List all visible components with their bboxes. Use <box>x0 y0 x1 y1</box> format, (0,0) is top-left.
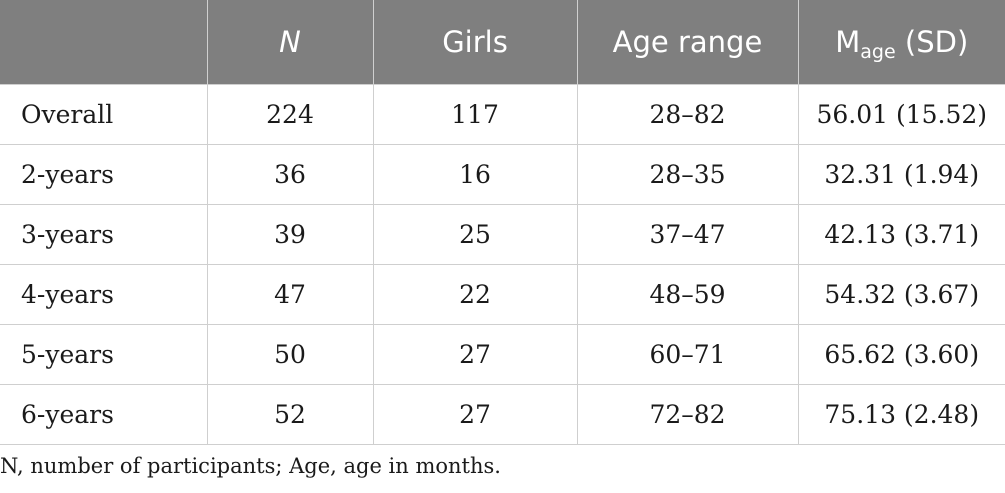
table-row: 4-years 47 22 48–59 54.32 (3.67) <box>0 264 1005 325</box>
cell-girls: 27 <box>372 384 577 445</box>
row-label: 3-years <box>0 204 207 265</box>
row-label: 4-years <box>0 264 207 325</box>
cell-mean-sd: 54.32 (3.67) <box>797 264 1005 325</box>
cell-mean-sd: 75.13 (2.48) <box>797 384 1005 445</box>
cell-age-range: 28–35 <box>576 144 798 205</box>
table-footnote: N, number of participants; Age, age in m… <box>0 454 501 478</box>
table-row: 3-years 39 25 37–47 42.13 (3.71) <box>0 204 1005 265</box>
cell-age-range: 60–71 <box>576 324 798 385</box>
cell-n: 39 <box>206 204 373 265</box>
header-mean-age-suffix: (SD) <box>895 25 969 59</box>
header-n: N <box>206 0 373 85</box>
table-body: Overall 224 117 28–82 56.01 (15.52) 2-ye… <box>0 84 1005 445</box>
header-empty <box>0 0 207 85</box>
header-row: N Girls Age range Mage (SD) <box>0 0 1005 85</box>
cell-mean-sd: 65.62 (3.60) <box>797 324 1005 385</box>
cell-girls: 25 <box>372 204 577 265</box>
row-label: 6-years <box>0 384 207 445</box>
cell-age-range: 72–82 <box>576 384 798 445</box>
row-label: 5-years <box>0 324 207 385</box>
participants-table: N Girls Age range Mage (SD) Overall 224 … <box>0 0 1005 445</box>
table-row: 5-years 50 27 60–71 65.62 (3.60) <box>0 324 1005 385</box>
table-row: 6-years 52 27 72–82 75.13 (2.48) <box>0 384 1005 445</box>
cell-mean-sd: 42.13 (3.71) <box>797 204 1005 265</box>
cell-girls: 27 <box>372 324 577 385</box>
cell-n: 47 <box>206 264 373 325</box>
cell-mean-sd: 56.01 (15.52) <box>797 84 1005 145</box>
cell-n: 36 <box>206 144 373 205</box>
header-mean-age-main: M <box>835 25 861 59</box>
cell-n: 52 <box>206 384 373 445</box>
cell-girls: 22 <box>372 264 577 325</box>
header-age-range: Age range <box>576 0 798 85</box>
cell-mean-sd: 32.31 (1.94) <box>797 144 1005 205</box>
header-mean-age-sub: age <box>860 41 896 63</box>
header-girls: Girls <box>372 0 577 85</box>
row-label: 2-years <box>0 144 207 205</box>
row-label: Overall <box>0 84 207 145</box>
cell-age-range: 48–59 <box>576 264 798 325</box>
cell-girls: 117 <box>372 84 577 145</box>
table-row: 2-years 36 16 28–35 32.31 (1.94) <box>0 144 1005 205</box>
table-header: N Girls Age range Mage (SD) <box>0 0 1005 85</box>
cell-age-range: 28–82 <box>576 84 798 145</box>
cell-girls: 16 <box>372 144 577 205</box>
header-mean-age-sd: Mage (SD) <box>797 0 1005 85</box>
table-row: Overall 224 117 28–82 56.01 (15.52) <box>0 84 1005 145</box>
cell-n: 224 <box>206 84 373 145</box>
cell-n: 50 <box>206 324 373 385</box>
cell-age-range: 37–47 <box>576 204 798 265</box>
